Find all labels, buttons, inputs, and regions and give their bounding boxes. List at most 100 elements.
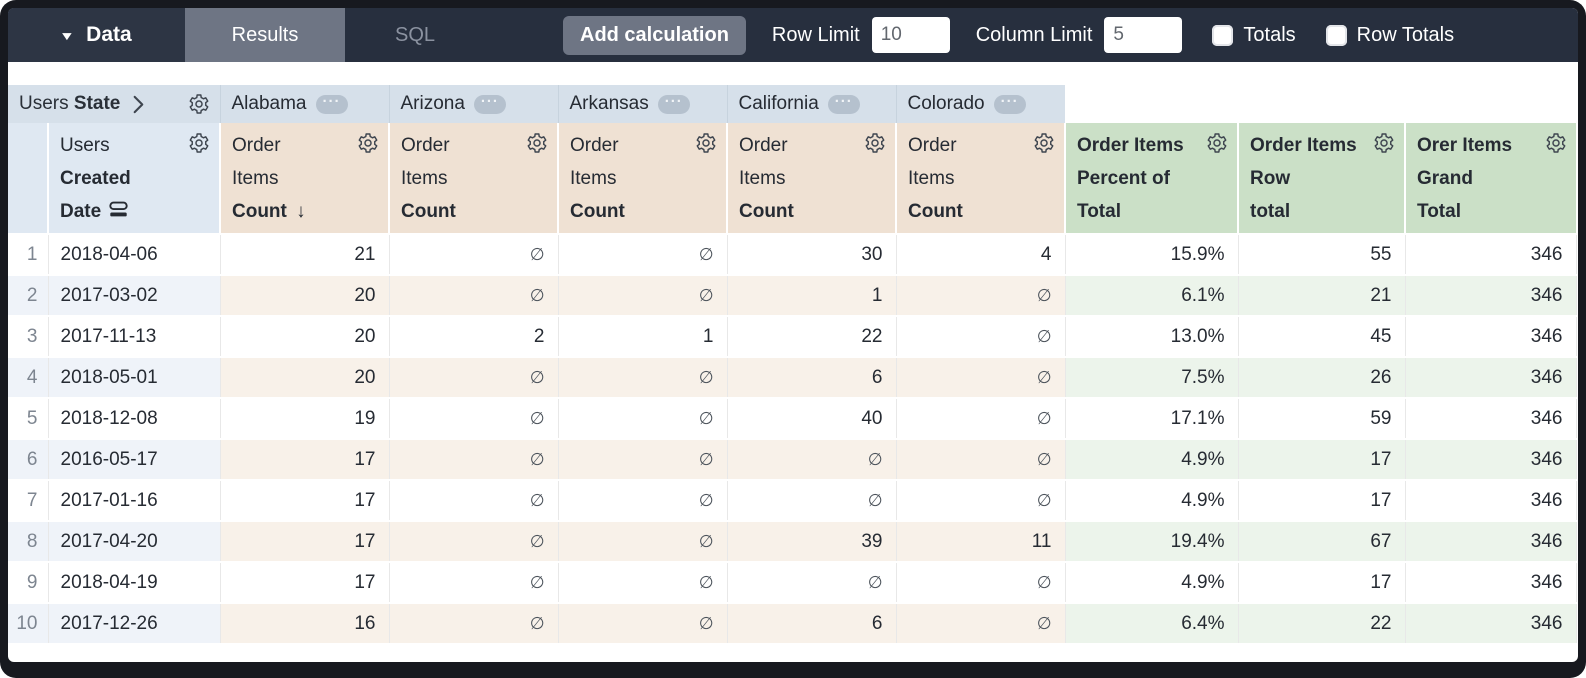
value-cell[interactable]: ∅	[389, 603, 559, 645]
column-limit-input[interactable]	[1104, 17, 1183, 53]
value-cell[interactable]: 40	[727, 398, 897, 440]
pivot-value-header[interactable]: Colorado ···	[895, 85, 1065, 123]
value-cell[interactable]: 17	[220, 562, 390, 604]
date-cell[interactable]: 2017-11-13	[48, 316, 221, 358]
date-cell[interactable]: 2017-01-16	[48, 480, 221, 522]
value-cell[interactable]: 22	[727, 316, 897, 358]
value-cell[interactable]: ∅	[558, 521, 728, 563]
calc-cell[interactable]: 17	[1238, 562, 1406, 604]
date-cell[interactable]: 2016-05-17	[48, 439, 221, 481]
calc-cell[interactable]: 26	[1238, 357, 1406, 399]
date-cell[interactable]: 2018-04-19	[48, 562, 221, 604]
value-cell[interactable]: ∅	[389, 521, 559, 563]
value-cell[interactable]: 20	[220, 275, 390, 317]
value-cell[interactable]: 39	[727, 521, 897, 563]
calc-cell[interactable]: 4.9%	[1065, 480, 1239, 522]
calc-cell[interactable]: 17	[1238, 480, 1406, 522]
date-cell[interactable]: 2017-03-02	[48, 275, 221, 317]
calc-cell[interactable]: 67	[1238, 521, 1406, 563]
pivot-value-header[interactable]: Alabama ···	[219, 85, 389, 123]
calc-cell[interactable]: 17	[1238, 439, 1406, 481]
value-cell[interactable]: 6	[727, 357, 897, 399]
calc-cell[interactable]: 45	[1238, 316, 1406, 358]
calc-cell[interactable]: 4.9%	[1065, 562, 1239, 604]
calc-cell[interactable]: 22	[1238, 603, 1406, 645]
calc-cell[interactable]: 21	[1238, 275, 1406, 317]
value-cell[interactable]: ∅	[558, 439, 728, 481]
value-cell[interactable]: ∅	[896, 357, 1066, 399]
date-cell[interactable]: 2018-04-06	[48, 234, 221, 276]
calc-cell[interactable]: 4.9%	[1065, 439, 1239, 481]
value-cell[interactable]: ∅	[558, 357, 728, 399]
value-cell[interactable]: ∅	[558, 603, 728, 645]
calc-cell[interactable]: 19.4%	[1065, 521, 1239, 563]
tab-results[interactable]: Results	[185, 8, 345, 62]
value-cell[interactable]: ∅	[896, 603, 1066, 645]
calc-cell[interactable]: 346	[1405, 480, 1577, 522]
value-cell[interactable]: 6	[727, 603, 897, 645]
value-cell[interactable]: ∅	[558, 562, 728, 604]
gear-icon[interactable]	[695, 132, 717, 154]
gear-icon[interactable]	[1545, 132, 1567, 154]
column-header-order-items-count-arizona[interactable]: Order Items Count	[388, 123, 558, 235]
gear-icon[interactable]	[1033, 132, 1055, 154]
column-header-calc[interactable]: Order Items Percent of Total	[1064, 123, 1238, 235]
value-cell[interactable]: ∅	[896, 316, 1066, 358]
value-cell[interactable]: 21	[220, 234, 390, 276]
calc-cell[interactable]: 346	[1405, 562, 1577, 604]
column-header-order-items-count-colorado[interactable]: Order Items Count	[895, 123, 1065, 235]
value-cell[interactable]: ∅	[389, 234, 559, 276]
value-cell[interactable]: 11	[896, 521, 1066, 563]
calc-cell[interactable]: 346	[1405, 521, 1577, 563]
ellipsis-icon[interactable]: ···	[657, 94, 690, 114]
calc-cell[interactable]: 346	[1405, 316, 1577, 358]
column-header-users-created-date[interactable]: Users Created Date	[47, 123, 220, 235]
value-cell[interactable]: ∅	[558, 398, 728, 440]
value-cell[interactable]: ∅	[389, 275, 559, 317]
value-cell[interactable]: 17	[220, 439, 390, 481]
calc-cell[interactable]: 346	[1405, 398, 1577, 440]
value-cell[interactable]: ∅	[389, 398, 559, 440]
chevron-right-icon[interactable]	[131, 95, 145, 114]
tab-sql[interactable]: SQL	[394, 23, 436, 46]
gear-icon[interactable]	[526, 132, 548, 154]
value-cell[interactable]: 1	[558, 316, 728, 358]
value-cell[interactable]: ∅	[558, 234, 728, 276]
value-cell[interactable]: 16	[220, 603, 390, 645]
value-cell[interactable]: 19	[220, 398, 390, 440]
date-cell[interactable]: 2017-12-26	[48, 603, 221, 645]
data-menu-button[interactable]: ▼ Data	[8, 8, 185, 62]
column-header-calc[interactable]: Orer Items Grand Total	[1404, 123, 1576, 235]
value-cell[interactable]: ∅	[727, 439, 897, 481]
value-cell[interactable]: 20	[220, 316, 390, 358]
gear-icon[interactable]	[188, 93, 210, 115]
gear-icon[interactable]	[1206, 132, 1228, 154]
calc-cell[interactable]: 6.4%	[1065, 603, 1239, 645]
value-cell[interactable]: ∅	[389, 480, 559, 522]
value-cell[interactable]: ∅	[896, 480, 1066, 522]
gear-icon[interactable]	[357, 132, 379, 154]
value-cell[interactable]: ∅	[727, 562, 897, 604]
gear-icon[interactable]	[864, 132, 886, 154]
calc-cell[interactable]: 17.1%	[1065, 398, 1239, 440]
ellipsis-icon[interactable]: ···	[315, 94, 348, 114]
value-cell[interactable]: 30	[727, 234, 897, 276]
value-cell[interactable]: ∅	[727, 480, 897, 522]
value-cell[interactable]: ∅	[896, 275, 1066, 317]
value-cell[interactable]: ∅	[389, 357, 559, 399]
value-cell[interactable]: ∅	[389, 439, 559, 481]
date-cell[interactable]: 2018-12-08	[48, 398, 221, 440]
date-cell[interactable]: 2017-04-20	[48, 521, 221, 563]
gear-icon[interactable]	[188, 132, 210, 154]
pivot-value-header[interactable]: Arizona ···	[388, 85, 558, 123]
column-header-order-items-count-arkansas[interactable]: Order Items Count	[557, 123, 727, 235]
value-cell[interactable]: ∅	[558, 480, 728, 522]
row-totals-checkbox[interactable]	[1325, 24, 1347, 46]
add-calculation-button[interactable]: Add calculation	[563, 15, 746, 55]
calc-cell[interactable]: 59	[1238, 398, 1406, 440]
column-header-order-items-count-california[interactable]: Order Items Count	[726, 123, 896, 235]
calc-cell[interactable]: 346	[1405, 275, 1577, 317]
column-header-calc[interactable]: Order Items Row total	[1237, 123, 1405, 235]
calc-cell[interactable]: 13.0%	[1065, 316, 1239, 358]
date-cell[interactable]: 2018-05-01	[48, 357, 221, 399]
